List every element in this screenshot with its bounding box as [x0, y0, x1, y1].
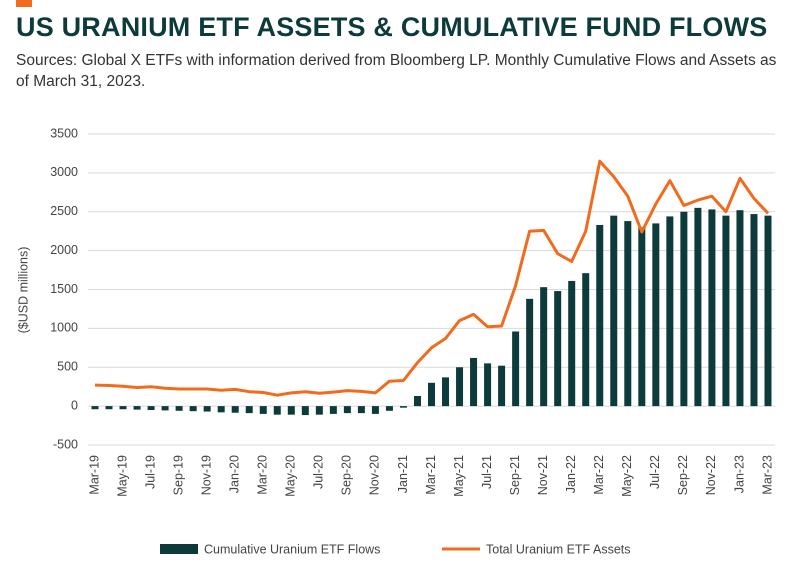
bar: [680, 211, 688, 407]
x-tick-label: Mar-23: [760, 455, 774, 495]
bar: [652, 223, 660, 407]
x-tick-label: Mar-19: [87, 455, 101, 495]
x-tick-label: Jul-21: [480, 455, 494, 489]
bar: [329, 406, 337, 414]
y-tick-label: 2500: [50, 204, 78, 218]
legend-label: Cumulative Uranium ETF Flows: [204, 542, 380, 556]
bar: [526, 298, 534, 407]
bar: [764, 215, 772, 407]
x-tick-label: Jul-19: [143, 455, 157, 489]
x-tick-label: Nov-20: [368, 455, 382, 495]
bar: [91, 406, 99, 410]
x-tick-label: May-20: [284, 455, 298, 497]
bar: [610, 215, 618, 407]
bar: [413, 396, 421, 407]
y-tick-label: 1000: [50, 321, 78, 335]
bar: [343, 406, 351, 414]
bar: [273, 406, 281, 415]
bar: [287, 406, 295, 415]
bar: [638, 227, 646, 407]
x-tick-label: May-22: [620, 455, 634, 497]
x-tick-label: Jan-20: [228, 455, 242, 493]
x-tick-label: Mar-20: [256, 455, 270, 495]
bar: [371, 406, 379, 414]
bar: [484, 363, 492, 407]
bar: [694, 207, 702, 407]
x-tick-label: Jan-21: [396, 455, 410, 493]
x-tick-label: Jul-22: [648, 455, 662, 489]
y-tick-label: -500: [53, 437, 78, 451]
x-tick-label: Jul-20: [312, 455, 326, 489]
legend-swatch: [160, 544, 198, 554]
chart-subtitle: Sources: Global X ETFs with information …: [16, 52, 777, 90]
bar: [554, 291, 562, 407]
y-tick-label: 500: [57, 360, 78, 374]
bar: [203, 406, 211, 412]
x-tick-label: Jan-23: [732, 455, 746, 493]
bar: [301, 406, 309, 416]
bar: [315, 406, 323, 415]
x-tick-label: Sep-20: [340, 455, 354, 495]
x-tick-label: Sep-22: [676, 455, 690, 495]
bar: [442, 377, 450, 407]
x-tick-label: Mar-22: [592, 455, 606, 495]
bar: [498, 365, 506, 407]
x-tick-label: May-19: [115, 455, 129, 497]
bar: [399, 406, 407, 408]
bar: [722, 215, 730, 407]
bar: [189, 406, 197, 412]
x-tick-label: Sep-19: [171, 455, 185, 495]
bar: [736, 210, 744, 407]
bar: [161, 406, 169, 411]
bar: [133, 406, 141, 410]
x-tick-label: Nov-22: [704, 455, 718, 495]
x-tick-label: Nov-19: [199, 455, 213, 495]
bar: [357, 406, 365, 414]
x-tick-label: Jan-22: [564, 455, 578, 493]
x-tick-label: Sep-21: [508, 455, 522, 495]
bar: [217, 406, 225, 413]
y-tick-label: 0: [71, 398, 78, 412]
bar: [470, 357, 478, 407]
y-tick-label: 3000: [50, 165, 78, 179]
bar: [582, 273, 590, 407]
y-tick-label: 2000: [50, 243, 78, 257]
bar: [231, 406, 239, 413]
bar: [596, 224, 604, 407]
bar: [245, 406, 253, 414]
bar: [385, 406, 393, 411]
bar: [147, 406, 155, 411]
y-axis-label: ($USD millions): [16, 247, 30, 334]
bar: [624, 221, 632, 407]
x-tick-label: Mar-21: [424, 455, 438, 495]
bar: [119, 406, 127, 410]
bar: [568, 280, 576, 407]
bar: [540, 287, 548, 407]
bar: [750, 214, 758, 407]
bar: [428, 382, 435, 407]
bar: [175, 406, 183, 411]
chart-title: US URANIUM ETF ASSETS & CUMULATIVE FUND …: [16, 12, 768, 42]
y-tick-label: 3500: [50, 126, 78, 140]
bar: [708, 209, 716, 407]
x-tick-label: May-21: [452, 455, 466, 497]
line: [94, 159, 770, 397]
bar: [259, 406, 267, 414]
legend-label: Total Uranium ETF Assets: [486, 542, 631, 556]
accent: [16, 0, 32, 7]
x-tick-label: Nov-21: [536, 455, 550, 495]
bar: [105, 406, 113, 410]
bar: [666, 216, 674, 407]
y-tick-label: 1500: [50, 282, 78, 296]
bar: [512, 331, 520, 407]
bar: [456, 367, 464, 407]
